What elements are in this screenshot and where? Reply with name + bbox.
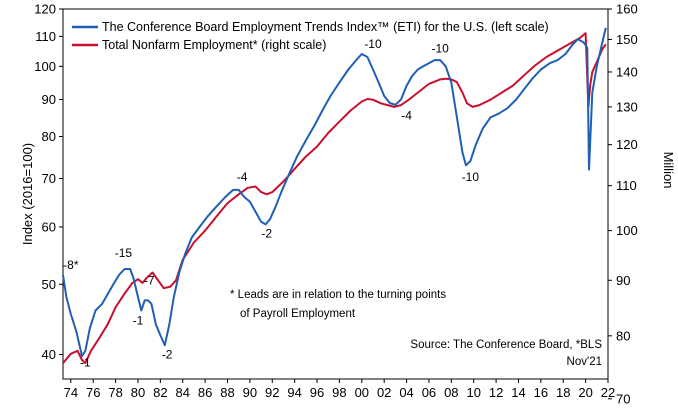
y-right-tick-label: 100 — [616, 223, 638, 238]
x-tick-label: 10 — [466, 385, 480, 400]
lead-annotation: -2 — [261, 227, 272, 241]
series-layer — [62, 27, 607, 365]
x-tick-label: 90 — [243, 385, 257, 400]
x-tick-label: 12 — [489, 385, 503, 400]
y-right-tick-label: 90 — [616, 273, 630, 288]
x-tick-label: 82 — [153, 385, 167, 400]
x-tick-label: 18 — [556, 385, 570, 400]
leads-note-line1: * Leads are in relation to the turning p… — [230, 289, 446, 301]
lead-annotation: -1 — [80, 356, 91, 370]
y-right-tick-label: 110 — [616, 178, 637, 193]
x-tick-label: 08 — [444, 385, 458, 400]
y-left-tick-label: 110 — [35, 29, 56, 44]
leads-note-line2: of Payroll Employment — [240, 308, 356, 320]
x-tick-label: 74 — [64, 385, 78, 400]
lead-annotation: -8* — [63, 258, 79, 272]
x-tick-label: 86 — [198, 385, 212, 400]
source-note: Source: The Conference Board, *BLS — [410, 339, 602, 351]
y-left-tick-label: 80 — [42, 129, 56, 144]
left-axis-title: Index (2016=100) — [20, 143, 35, 245]
y-right-tick-label: 120 — [616, 137, 638, 152]
y-right-tick-label: 70 — [616, 391, 630, 406]
y-left-tick-label: 70 — [42, 171, 56, 186]
x-tick-label: 00 — [355, 385, 369, 400]
lead-annotation: -1 — [133, 314, 144, 328]
lead-annotation: -10 — [462, 170, 480, 184]
x-tick-label: 04 — [399, 385, 413, 400]
axis-ticks: 74 76 78 80 82 84 86 88 90 92 94 96 98 00 02 04 06 08 10 12… — [34, 2, 637, 407]
lead-annotation: -2 — [162, 347, 173, 361]
x-tick-label: 92 — [265, 385, 279, 400]
y-right-tick-label: 140 — [616, 64, 638, 79]
y-left-tick-label: 60 — [42, 219, 56, 234]
x-tick-label: 76 — [86, 385, 100, 400]
x-tick-label: 20 — [578, 385, 592, 400]
y-left-tick-label: 40 — [42, 347, 56, 362]
x-tick-label: 80 — [131, 385, 145, 400]
series-line-employment — [62, 32, 607, 365]
x-tick-label: 78 — [108, 385, 122, 400]
lead-annotation: -4 — [401, 108, 412, 122]
plot-area — [62, 8, 609, 380]
x-tick-label: 98 — [332, 385, 346, 400]
lead-annotation: -7 — [144, 273, 155, 287]
x-tick-label: 06 — [422, 385, 436, 400]
y-left-tick-label: 100 — [34, 59, 56, 74]
legend-label-employment: Total Nonfarm Employment* (right scale) — [102, 38, 326, 52]
lead-annotation: -15 — [115, 246, 133, 260]
y-left-tick-label: 90 — [42, 92, 56, 107]
y-right-tick-label: 150 — [616, 32, 638, 47]
right-axis-title: Million — [661, 152, 676, 189]
lead-annotation: -10 — [431, 41, 449, 55]
y-left-tick-label: 120 — [34, 2, 56, 17]
y-right-tick-label: 160 — [616, 2, 638, 17]
series-line-eti — [62, 27, 607, 358]
x-tick-label: 16 — [534, 385, 548, 400]
x-tick-label: 94 — [287, 385, 301, 400]
x-tick-label: 02 — [377, 385, 391, 400]
lead-annotation: -10 — [364, 37, 382, 51]
y-right-tick-label: 80 — [616, 328, 630, 343]
date-note: Nov'21 — [567, 356, 602, 368]
x-tick-label: 84 — [176, 385, 190, 400]
y-left-tick-label: 50 — [42, 277, 56, 292]
lead-annotation: -4 — [237, 170, 248, 184]
annotations: -8* -1 -15 -7 -1 -2 -4 -2 -10 -4 -10 -10 — [63, 37, 479, 369]
x-tick-label: 88 — [220, 385, 234, 400]
legend: The Conference Board Employment Trends I… — [72, 20, 549, 52]
x-tick-label: 22 — [601, 385, 615, 400]
y-right-tick-label: 130 — [616, 99, 638, 114]
x-tick-label: 14 — [511, 385, 525, 400]
legend-label-eti: The Conference Board Employment Trends I… — [102, 20, 549, 34]
x-tick-label: 96 — [310, 385, 324, 400]
